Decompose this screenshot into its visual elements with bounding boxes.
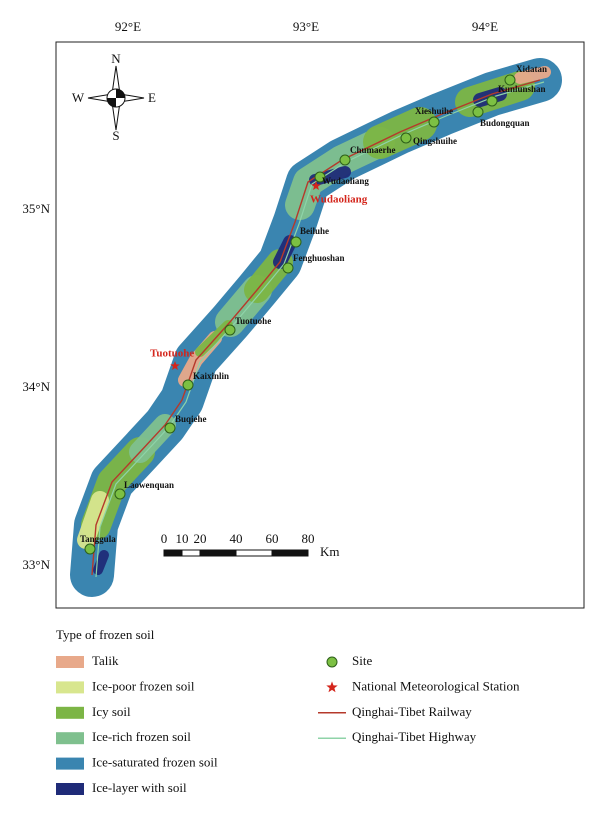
site-label: Budongquan: [480, 118, 530, 128]
compass-fill: [107, 89, 125, 107]
scale-unit: Km: [320, 544, 340, 559]
compass-w: W: [72, 90, 85, 105]
station-label: Wudaoliang: [310, 194, 368, 206]
site-marker: [314, 171, 326, 183]
scale-tick-label: 10: [176, 531, 189, 546]
legend-label: Ice-layer with soil: [92, 780, 187, 795]
scale-tick-label: 0: [161, 531, 168, 546]
legend-label: Talik: [92, 653, 119, 668]
scale-segment: [199, 549, 237, 557]
lat-label: 34°N: [22, 379, 50, 394]
compass-n: N: [111, 51, 121, 66]
scale-segment: [235, 549, 273, 557]
legend-site: [326, 656, 338, 668]
legend-swatch: [56, 681, 84, 694]
station-star: [170, 361, 180, 371]
scale-tick-label: 20: [194, 531, 207, 546]
soil-patch: [514, 66, 551, 84]
legend-swatch: [56, 732, 84, 745]
site-marker: [428, 116, 440, 128]
site-label: Wudaoliang: [322, 176, 369, 186]
site-label: Xidatan: [516, 64, 547, 74]
lon-label: 94°E: [472, 19, 498, 34]
scale-bar: 0 10 20 40 60 80 Km: [161, 531, 340, 559]
legend-label: Ice-rich frozen soil: [92, 729, 191, 744]
legend-label: Qinghai-Tibet Railway: [352, 704, 472, 719]
site-marker: [486, 95, 498, 107]
site-marker: [290, 236, 302, 248]
lon-label: 93°E: [293, 19, 319, 34]
graticule-labels: 92°E 93°E 94°E 35°N 34°N 33°N: [22, 19, 498, 572]
site-marker: [164, 422, 176, 434]
compass-s: S: [112, 128, 119, 143]
site-marker: [84, 543, 96, 555]
site-label: Tuotuohe: [235, 316, 271, 326]
scale-segment: [181, 549, 201, 557]
site-marker: [114, 488, 126, 500]
station-label: Tuotuohe: [150, 348, 194, 360]
legend: Talik Ice-poor frozen soil Icy soil Ice-ric…: [56, 653, 520, 795]
frozen-soil-corridor: [70, 58, 562, 597]
site-label: Qingshuihe: [413, 136, 457, 146]
site-marker: [282, 262, 294, 274]
station-star: [311, 181, 321, 191]
site-label: Tanggula: [80, 534, 116, 544]
legend-label: National Meteorological Station: [352, 678, 520, 693]
site-label: Beiluhe: [300, 226, 329, 236]
scale-tick-label: 60: [266, 531, 279, 546]
site-marker: [504, 74, 516, 86]
lat-label: 35°N: [22, 201, 50, 216]
legend-swatch: [56, 783, 84, 795]
site-label: Fenghuoshan: [293, 253, 345, 263]
site-label: Kaixinlin: [193, 371, 229, 381]
legend-swatch: [56, 706, 84, 719]
legend-label: Qinghai-Tibet Highway: [352, 729, 477, 744]
scale-segment: [271, 549, 309, 557]
compass: N S W E: [72, 51, 156, 143]
site-label: Buqiehe: [175, 414, 207, 424]
site-label: Chumaerhe: [350, 145, 396, 155]
site-label: Xieshuihe: [415, 106, 453, 116]
site-marker: [400, 132, 412, 144]
sites: Xidatan Kunlunshan Budongquan Xieshuihe Qing…: [80, 64, 547, 555]
railway: [91, 79, 541, 576]
scale-segment: [163, 549, 183, 557]
legend-label: Ice-saturated frozen soil: [92, 755, 218, 770]
highway: [95, 81, 545, 578]
map-frame: [55, 41, 585, 609]
legend-title: Type of frozen soil: [56, 627, 155, 642]
site-label: Kunlunshan: [498, 84, 546, 94]
legend-label: Icy soil: [92, 704, 131, 719]
soil-patch: [93, 550, 109, 575]
legend-swatch: [56, 757, 84, 770]
scale-tick-label: 40: [230, 531, 243, 546]
scale-tick-label: 80: [302, 531, 315, 546]
lon-label: 92°E: [115, 19, 141, 34]
legend-swatch: [56, 656, 84, 668]
station-star: [326, 681, 338, 693]
legend-label: Ice-poor frozen soil: [92, 678, 195, 693]
site-marker: [472, 106, 484, 118]
soil-patch: [77, 491, 109, 549]
site-label: Laowenquan: [124, 480, 174, 490]
site-marker: [182, 379, 194, 391]
site-marker: [224, 324, 236, 336]
legend-label: Site: [352, 653, 372, 668]
compass-e: E: [148, 90, 156, 105]
lat-label: 33°N: [22, 557, 50, 572]
site-marker: [339, 154, 351, 166]
